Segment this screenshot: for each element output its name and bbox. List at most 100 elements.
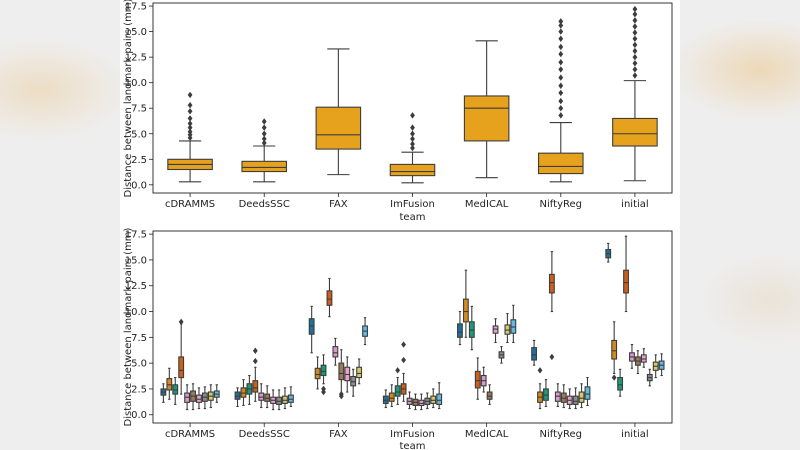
y-tick-label: 0.0 [131,180,147,191]
box-initial-outlier [632,53,638,61]
x-tick-label-fax: FAX [329,199,348,210]
box-medical-hue-1-box [462,298,469,323]
figure-panel: 0.0 2.5 5.0 7.5 10.0 12.5 15.0 17.5 cDRAMMS Deeds… [120,0,680,450]
x-tick-label-niftyreg: NiftyReg [540,199,582,210]
y-tick-label: 15.0 [125,255,147,266]
box-niftyreg-outlier [558,50,564,58]
box-deedsssc-outlier [261,139,267,147]
box-initial-outlier [632,23,638,30]
box-cdramms-outlier [187,101,193,109]
box-niftyreg-outlier [558,28,564,35]
box-initial-hue-1-box [611,339,618,360]
box-fax-hue-5-box [338,362,345,381]
bottom-boxplot-chart: 0.0 2.5 5.0 7.5 10.0 12.5 15.0 17.5 cDRAMMS Deeds… [123,227,673,450]
box-niftyreg-hue-7-box [572,395,579,405]
top-boxplot-chart: 0.0 2.5 5.0 7.5 10.0 12.5 15.0 17.5 cDRAMMS Deeds… [123,0,673,223]
box-deedsssc-outlier [261,135,267,143]
y-tick-label: 17.5 [125,2,147,13]
box-initial-box [612,117,658,147]
box-initial-hue-3-box [623,269,629,294]
box-deedsssc-box [241,160,288,173]
box-fax-box [315,106,362,150]
box-imfusion-hue-2-box [394,385,401,397]
box-niftyreg-outlier [558,66,564,73]
box-niftyreg-hue-9-box [584,386,591,400]
box-medical-hue-3-box [474,370,481,389]
box-niftyreg-hue-8-box [578,391,585,403]
box-niftyreg-outlier [558,82,564,89]
box-niftyreg-outlier [558,74,564,81]
y-tick-label: 12.5 [125,53,147,64]
axes-frame [152,2,673,194]
outlier-cdramms-hue-3 [178,318,184,326]
y-tick-label: 10.0 [125,78,147,89]
box-deedsssc-outlier [261,130,267,137]
box-imfusion-outlier [410,135,415,143]
box-cdramms-outlier [187,124,193,131]
box-niftyreg-hue-0-box [531,347,538,361]
box-deedsssc-outlier [261,124,267,131]
outlier-niftyreg-hue-1 [537,367,543,374]
box-initial-outlier [632,41,638,49]
box-cdramms-outlier [187,91,193,99]
box-niftyreg-box [537,152,584,175]
y-axis-label: Distance between landmark pairs (mm) [123,0,134,197]
x-tick-label-fax: FAX [329,429,348,440]
outlier-imfusion-hue-2 [395,367,401,374]
x-tick-label-deedsssc: DeedsSSC [239,199,290,210]
box-fax-hue-8-box [356,366,363,379]
box-niftyreg-outlier [558,105,564,112]
x-axis-label: team [400,441,426,450]
box-niftyreg-outlier [558,59,564,66]
y-tick-label: 10.0 [125,307,147,318]
x-tick-label-medical: MedICAL [465,429,509,440]
x-tick-label-imfusion: ImFusion [390,199,435,210]
x-tick-label-initial: initial [621,199,649,210]
box-initial-outlier [632,11,638,18]
box-initial-outlier [632,17,638,24]
box-imfusion-box [389,163,436,177]
y-axis-label: Distance between landmark pairs (mm) [123,227,134,426]
box-initial-outlier [632,66,638,73]
x-tick-label-medical: MedICAL [465,199,509,210]
axes-frame [152,230,673,424]
y-tick-label: 17.5 [125,230,147,241]
y-tick-label: 5.0 [131,129,147,140]
box-cdramms-outlier [187,115,193,122]
outlier-fax-hue-5 [338,392,344,400]
box-initial-outlier [632,72,638,79]
box-deedsssc-outlier [261,118,267,125]
box-niftyreg-outlier [558,18,564,25]
box-initial-outlier [632,60,638,67]
box-initial-outlier [632,47,638,55]
y-tick-label: 7.5 [131,104,147,115]
box-imfusion-outlier [410,112,415,119]
box-medical-box [463,95,510,142]
y-tick-label: 2.5 [131,384,147,395]
y-tick-label: 12.5 [125,281,147,292]
y-tick-label: 5.0 [131,359,147,370]
x-tick-label-initial: initial [621,429,649,440]
outlier-imfusion-hue-3 [401,341,407,348]
y-tick-label: 7.5 [131,333,147,344]
box-cdramms-outlier [187,128,193,135]
outlier-initial-hue-1 [611,374,617,381]
y-tick-label: 0.0 [131,410,147,421]
box-niftyreg-outlier [558,97,564,105]
box-medical-hue-0-box [457,323,463,338]
y-tick-label: 15.0 [125,27,147,38]
box-fax-hue-1-box [314,367,321,380]
y-tick-label: 2.5 [131,155,147,166]
box-niftyreg-hue-3-box [548,273,555,294]
box-cdramms-outlier [187,120,193,127]
box-initial-outlier [632,29,638,36]
box-imfusion-outlier [410,144,415,152]
box-imfusion-hue-9-box [436,393,443,405]
outlier-imfusion-hue-3 [401,356,407,364]
outlier-deedsssc-hue-3 [252,357,258,365]
box-imfusion-outlier [410,130,415,137]
box-imfusion-outlier [410,124,415,131]
box-fax-hue-4-box [332,346,339,358]
x-tick-label-imfusion: ImFusion [390,429,435,440]
